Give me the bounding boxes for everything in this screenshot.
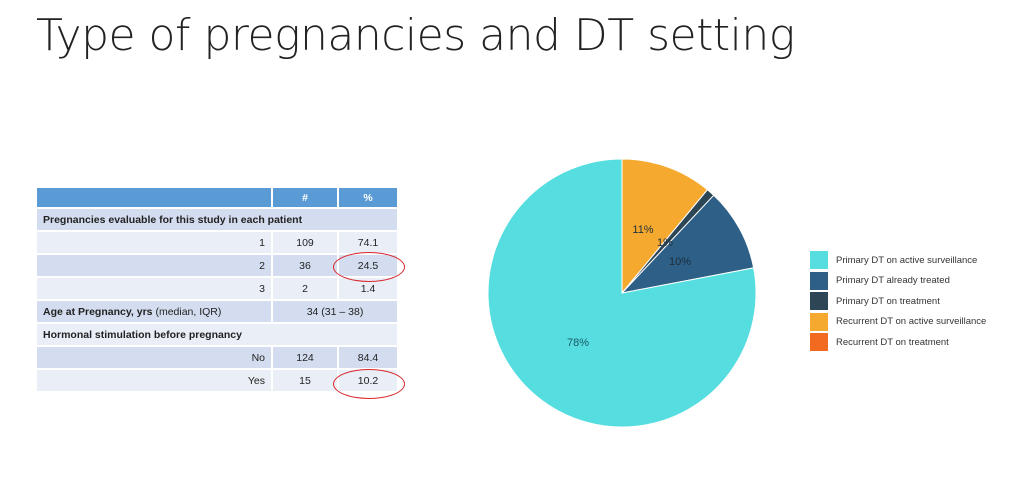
age-row: Age at Pregnancy, yrs (median, IQR) 34 (3… xyxy=(37,301,399,324)
pie-slice xyxy=(621,158,709,295)
section-row: Pregnancies evaluable for this study in … xyxy=(37,209,399,232)
highlight-circle xyxy=(333,252,405,282)
header-percent: % xyxy=(339,188,399,209)
legend-swatch xyxy=(810,271,828,290)
legend-item: Recurrent DT on active surveillance xyxy=(810,312,986,333)
legend-label: Recurrent DT on treatment xyxy=(836,336,949,348)
slice-label: 1% xyxy=(657,237,673,249)
slice-label: 11% xyxy=(632,224,653,236)
age-note: (median, IQR) xyxy=(155,305,222,318)
header-label xyxy=(37,188,273,209)
cell: No xyxy=(37,347,273,370)
legend-label: Primary DT already treated xyxy=(836,275,950,287)
cell: 2 xyxy=(273,278,339,301)
legend-label: Recurrent DT on active surveillance xyxy=(836,316,987,328)
header-count: # xyxy=(273,188,339,209)
highlight-circle xyxy=(333,369,405,399)
table-row: 3 2 1.4 xyxy=(37,278,399,301)
cell: 109 xyxy=(273,232,339,255)
legend-item: Primary DT already treated xyxy=(810,271,986,292)
age-label: Age at Pregnancy, yrs xyxy=(43,305,153,318)
section-title: Pregnancies evaluable for this study in … xyxy=(37,209,399,232)
legend-item: Primary DT on active surveillance xyxy=(810,250,986,271)
legend-swatch xyxy=(810,312,828,331)
pie-slice xyxy=(487,158,757,428)
section-title: Hormonal stimulation before pregnancy xyxy=(37,324,399,347)
section-row: Hormonal stimulation before pregnancy xyxy=(37,324,399,347)
table-header: # % xyxy=(37,188,399,209)
cell: 1.4 xyxy=(339,278,399,301)
cell: 3 xyxy=(37,278,273,301)
legend-item: Primary DT on treatment xyxy=(810,291,986,312)
age-label-cell: Age at Pregnancy, yrs (median, IQR) xyxy=(37,301,273,324)
slice-label: 10% xyxy=(669,256,691,268)
legend-swatch xyxy=(810,251,828,270)
pie-slice xyxy=(620,194,755,294)
pregnancy-table: # % Pregnancies evaluable for this study… xyxy=(37,188,399,393)
table-row: 1 109 74.1 xyxy=(37,232,399,255)
legend-swatch xyxy=(810,292,828,311)
table-row: 2 36 24.5 xyxy=(37,255,399,278)
legend-label: Primary DT on treatment xyxy=(836,295,940,307)
legend-item: Recurrent DT on treatment xyxy=(810,332,986,353)
cell: 2 xyxy=(37,255,273,278)
cell: 124 xyxy=(273,347,339,370)
cell: Yes xyxy=(37,370,273,393)
age-value: 34 (31 – 38) xyxy=(273,301,399,324)
legend-swatch xyxy=(810,333,828,352)
chart-legend: Primary DT on active surveillance Primary… xyxy=(810,250,986,353)
table-row: No 124 84.4 xyxy=(37,347,399,370)
slice-label: 78% xyxy=(567,337,589,349)
slide-title: Type of pregnancies and DT setting xyxy=(36,10,795,61)
cell: 1 xyxy=(37,232,273,255)
legend-label: Primary DT on active surveillance xyxy=(836,254,978,266)
